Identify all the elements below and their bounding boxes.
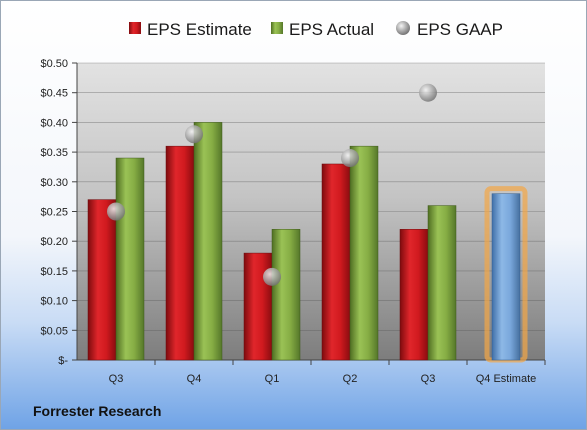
x-tick-label: Q1: [265, 373, 280, 385]
bar-eps-actual: [115, 157, 145, 361]
legend: EPS Estimate EPS Actual EPS GAAP: [129, 20, 503, 39]
x-tick-label: Q2: [343, 373, 358, 385]
y-tick-label: $0.15: [40, 266, 68, 278]
bar-eps-actual: [271, 229, 301, 361]
x-axis-ticks: Q3 Q4 Q1 Q2 Q3 Q4 Estimate: [109, 360, 546, 385]
bar-eps-estimate: [321, 163, 351, 361]
y-tick-label: $0.10: [40, 296, 68, 308]
legend-label-gaap: EPS GAAP: [417, 20, 503, 39]
bar-eps-estimate: [165, 145, 195, 361]
point-eps-gaap: [263, 267, 281, 286]
y-tick-label: $0.25: [40, 207, 68, 219]
bar-eps-actual: [193, 122, 223, 361]
legend-item-actual: EPS Actual: [271, 20, 374, 39]
y-axis-ticks: $- $0.05 $0.10 $0.15 $0.20 $0.25 $0.30 $0.35 $0.…: [40, 58, 545, 367]
legend-item-gaap: EPS GAAP: [396, 20, 503, 39]
bar-eps-actual: [349, 145, 379, 361]
point-eps-gaap: [341, 149, 359, 168]
legend-label-actual: EPS Actual: [289, 20, 374, 39]
y-tick-label: $0.35: [40, 147, 68, 159]
x-tick-label: Q4 Estimate: [476, 373, 537, 385]
y-tick-label: $0.20: [40, 236, 68, 248]
y-tick-label: $0.50: [40, 58, 68, 70]
point-eps-gaap: [419, 83, 437, 102]
point-eps-gaap: [185, 125, 203, 144]
company-name: Forrester Research: [33, 403, 162, 419]
bar-forward-estimate: [491, 193, 521, 361]
point-eps-gaap: [107, 202, 125, 221]
y-tick-label: $-: [58, 355, 68, 367]
legend-swatch-actual: [271, 22, 283, 34]
y-tick-label: $0.45: [40, 88, 68, 100]
x-tick-label: Q4: [187, 373, 202, 385]
gridlines: [77, 62, 545, 361]
bar-eps-actual: [427, 205, 457, 361]
legend-swatch-estimate: [129, 22, 141, 34]
bars: [87, 122, 528, 363]
legend-item-estimate: EPS Estimate: [129, 20, 252, 39]
gaap-points: [107, 83, 437, 286]
x-tick-label: Q3: [421, 373, 436, 385]
x-tick-label: Q3: [109, 373, 124, 385]
y-tick-label: $0.05: [40, 325, 68, 337]
y-tick-label: $0.40: [40, 117, 68, 129]
bar-eps-estimate: [399, 229, 429, 361]
bar-eps-estimate: [87, 199, 117, 361]
y-tick-label: $0.30: [40, 177, 68, 189]
legend-label-estimate: EPS Estimate: [147, 20, 252, 39]
legend-marker-gaap: [396, 21, 410, 35]
